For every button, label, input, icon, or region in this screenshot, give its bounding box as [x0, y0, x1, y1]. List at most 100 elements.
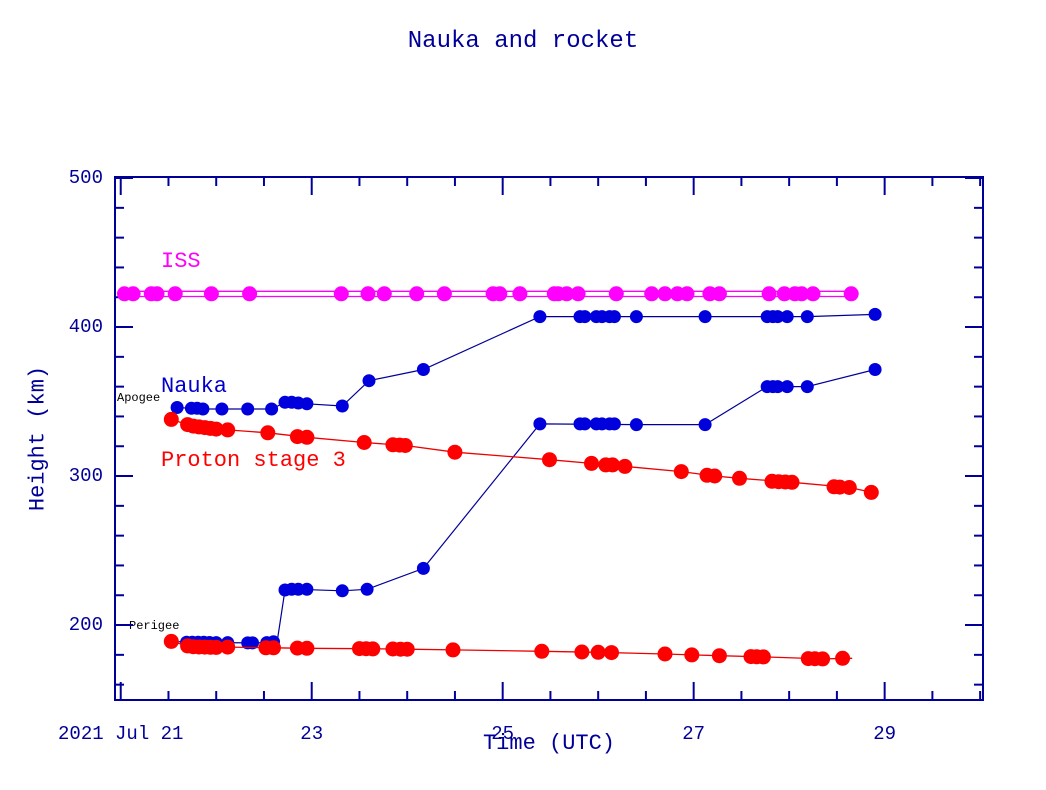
data-point — [533, 310, 547, 324]
data-point — [604, 645, 619, 661]
data-point — [800, 310, 814, 324]
data-point — [299, 640, 315, 656]
data-point — [629, 418, 643, 432]
data-point — [149, 286, 165, 302]
data-point — [679, 286, 695, 302]
data-point — [584, 455, 599, 471]
data-point — [220, 639, 236, 655]
data-point — [780, 380, 794, 394]
plot-box — [114, 176, 984, 701]
data-point — [608, 286, 624, 302]
series-label-iss: ISS — [161, 249, 201, 274]
data-point — [559, 286, 575, 302]
data-point — [399, 641, 415, 657]
data-point — [776, 286, 792, 302]
data-point — [835, 650, 851, 666]
data-point — [265, 402, 279, 416]
data-point — [208, 421, 224, 437]
series-label-proton-stage-3: Proton stage 3 — [161, 448, 346, 473]
data-point — [732, 470, 747, 486]
data-point — [360, 582, 374, 596]
data-point — [163, 633, 179, 649]
data-point — [125, 286, 141, 302]
data-point — [203, 286, 219, 302]
data-point — [167, 286, 183, 302]
data-point — [570, 286, 586, 302]
data-point — [299, 429, 315, 445]
data-point — [170, 401, 184, 414]
data-point — [698, 418, 712, 432]
x-tick-label: 2021 Jul 21 — [58, 723, 183, 745]
x-axis-label: Time (UTC) — [482, 731, 616, 756]
data-point — [684, 647, 700, 663]
data-point — [868, 307, 882, 321]
data-point — [300, 582, 314, 596]
perigee-label: Perigee — [129, 619, 180, 633]
data-point — [711, 286, 727, 302]
data-point — [815, 651, 831, 667]
data-point — [657, 286, 673, 302]
data-point — [673, 464, 689, 480]
y-tick-label: 400 — [69, 316, 103, 338]
data-point — [578, 417, 592, 431]
series-line — [177, 313, 876, 410]
data-point — [436, 286, 452, 302]
data-point — [784, 474, 800, 490]
data-point — [794, 286, 810, 302]
data-point — [755, 649, 771, 665]
data-point — [416, 363, 430, 376]
data-point — [266, 640, 281, 656]
data-point — [360, 286, 376, 302]
data-point — [711, 648, 727, 664]
data-point — [241, 402, 255, 416]
data-point — [163, 411, 179, 427]
data-point — [397, 438, 413, 453]
data-point — [333, 286, 349, 302]
data-point — [629, 310, 643, 324]
apogee-label: Apogee — [117, 391, 161, 405]
data-point — [800, 380, 814, 394]
data-point — [590, 644, 606, 660]
x-tick-label: 25 — [491, 723, 514, 745]
data-point — [300, 397, 314, 411]
data-point — [698, 310, 712, 324]
data-point — [512, 286, 528, 302]
y-tick-label: 300 — [69, 465, 103, 487]
data-point — [533, 417, 547, 431]
data-point — [220, 422, 236, 438]
data-point — [492, 286, 508, 302]
data-point — [607, 310, 621, 324]
data-point — [805, 286, 821, 302]
data-point — [578, 310, 592, 324]
data-point — [416, 561, 430, 575]
data-point — [617, 458, 633, 474]
data-point — [771, 380, 785, 394]
y-tick-label: 200 — [69, 614, 103, 636]
data-point — [356, 435, 372, 450]
data-point — [534, 643, 550, 659]
data-point — [780, 310, 794, 324]
data-point — [761, 286, 777, 302]
data-point — [868, 363, 882, 376]
data-point — [409, 286, 425, 302]
data-point — [843, 286, 859, 302]
data-point — [335, 584, 349, 598]
data-point — [196, 402, 210, 416]
data-point — [365, 641, 381, 657]
data-point — [607, 417, 621, 431]
data-point — [246, 636, 259, 650]
x-tick-label: 23 — [300, 723, 323, 745]
series-label-nauka: Nauka — [161, 374, 228, 399]
data-point — [644, 286, 660, 302]
data-point — [605, 457, 620, 473]
y-tick-label: 500 — [69, 167, 103, 189]
data-point — [445, 642, 461, 658]
data-point — [208, 639, 224, 655]
data-point — [707, 468, 723, 484]
data-point — [447, 444, 463, 460]
data-point — [542, 452, 557, 468]
data-point — [362, 374, 376, 388]
data-point — [574, 644, 590, 660]
data-point — [376, 286, 392, 302]
